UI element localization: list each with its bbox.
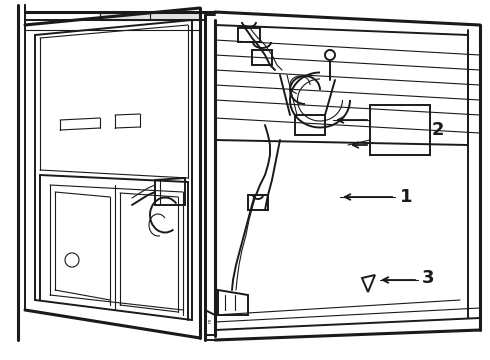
Text: E: E (207, 320, 211, 325)
Polygon shape (252, 50, 272, 65)
Polygon shape (205, 310, 215, 335)
Polygon shape (155, 178, 185, 205)
Polygon shape (248, 195, 268, 210)
Polygon shape (362, 275, 375, 292)
Text: 1: 1 (400, 188, 413, 206)
Polygon shape (218, 290, 248, 315)
Text: 3: 3 (422, 269, 435, 287)
Text: 2: 2 (432, 121, 444, 139)
Polygon shape (238, 28, 260, 42)
Polygon shape (100, 12, 200, 20)
Polygon shape (370, 105, 430, 155)
Polygon shape (295, 115, 325, 135)
